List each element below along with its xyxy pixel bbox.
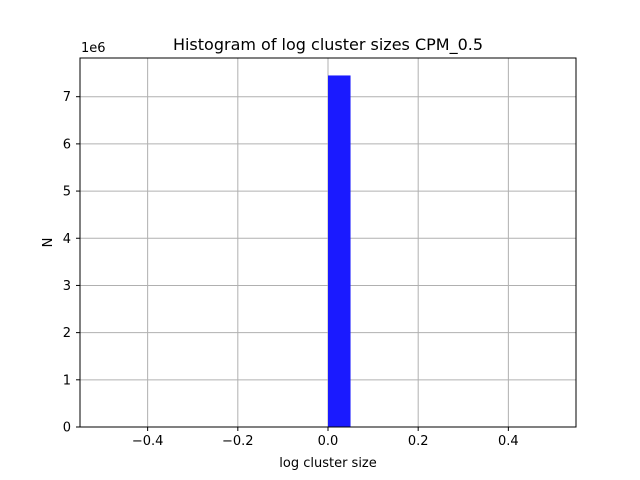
y-tick-label: 2: [63, 326, 71, 341]
x-tick-label: −0.4: [132, 434, 164, 449]
x-axis-label: log cluster size: [279, 456, 377, 471]
ticks-layer: −0.4 −0.2 0.0 0.2 0.4 0 1 2 3 4 5 6 7: [63, 90, 519, 449]
x-tick-label: 0.0: [318, 434, 339, 449]
y-tick-label: 6: [63, 137, 71, 152]
x-tick-label: 0.4: [498, 434, 519, 449]
y-tick-label: 5: [63, 185, 71, 200]
y-tick-label: 1: [63, 373, 71, 388]
y-axis-offset-label: 1e6: [81, 41, 106, 56]
y-axis-label: N: [41, 238, 56, 248]
x-tick-label: −0.2: [222, 434, 254, 449]
histogram-bar: [328, 75, 351, 427]
y-tick-label: 0: [63, 421, 71, 436]
y-tick-label: 3: [63, 279, 71, 294]
y-tick-label: 7: [63, 90, 71, 105]
y-tick-label: 4: [63, 232, 71, 247]
x-tick-label: 0.2: [408, 434, 429, 449]
chart-title: Histogram of log cluster sizes CPM_0.5: [173, 35, 483, 55]
bars-layer: [328, 75, 351, 427]
